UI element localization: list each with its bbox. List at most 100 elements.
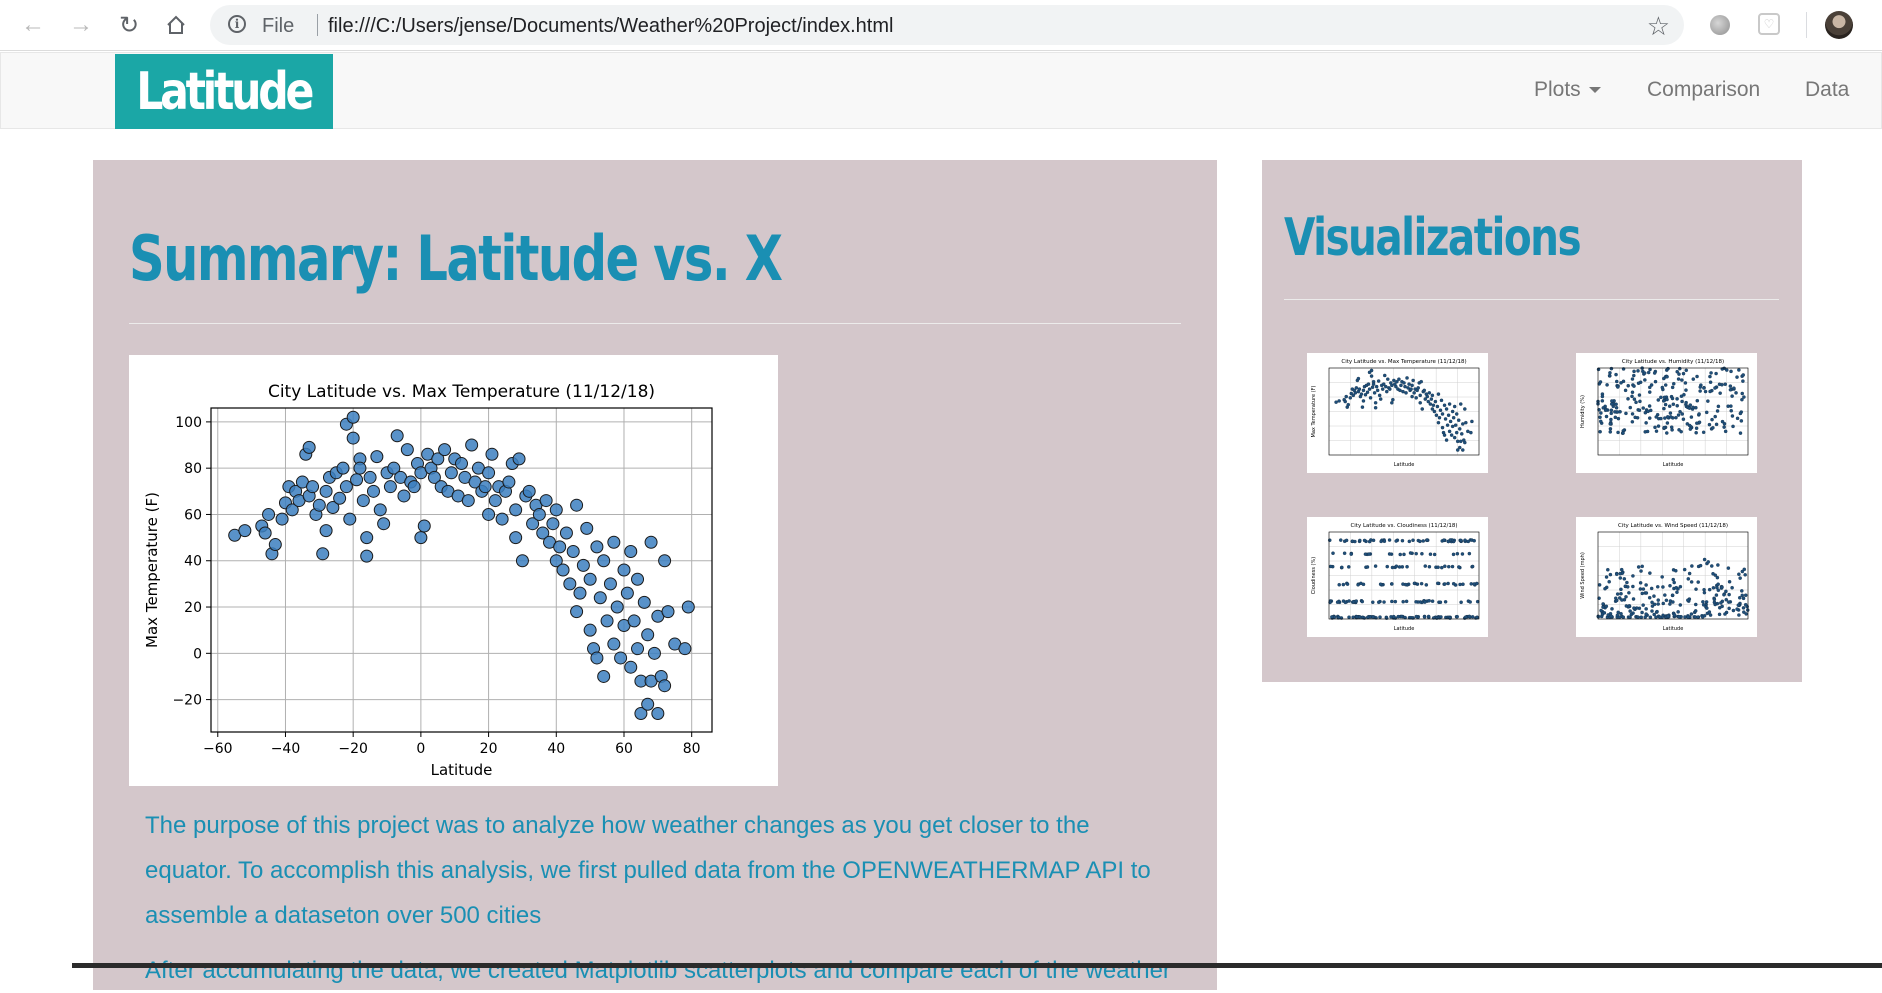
thumb-cloudiness[interactable]: City Latitude vs. Cloudiness (11/12/18) L…	[1307, 517, 1488, 637]
thumb-point	[1610, 399, 1614, 403]
scatter-point	[573, 586, 587, 600]
thumb-point	[1343, 399, 1347, 404]
url-text[interactable]: file:///C:/Users/jense/Documents/Weather…	[328, 15, 894, 37]
scatter-point	[678, 642, 692, 656]
thumb-point	[1652, 594, 1656, 598]
thumb-point	[1632, 606, 1636, 610]
scatter-point	[570, 498, 584, 512]
thumb-point	[1684, 388, 1688, 392]
nav-plots-dropdown[interactable]: Plots	[1534, 78, 1601, 102]
thumb-point	[1632, 384, 1636, 388]
thumb-point	[1695, 398, 1700, 403]
thumb-point	[1347, 615, 1351, 620]
home-icon[interactable]	[161, 10, 191, 40]
thumb-point	[1674, 415, 1678, 420]
thumb-point	[1731, 608, 1736, 613]
thumb-point	[1414, 396, 1418, 400]
thumb-point	[1436, 565, 1440, 570]
thumb-point	[1452, 435, 1457, 440]
thumb-point	[1357, 387, 1362, 391]
title-divider	[129, 323, 1181, 324]
scatter-point	[353, 461, 367, 475]
extension-icon[interactable]	[1710, 15, 1730, 35]
thumb-point	[1665, 397, 1669, 402]
thumb-point	[1434, 413, 1439, 417]
thumb-point	[1390, 401, 1394, 405]
thumb-point	[1375, 388, 1380, 393]
back-icon[interactable]: ←	[21, 11, 45, 38]
star-icon[interactable]: ☆	[1646, 11, 1670, 41]
thumb-point	[1442, 538, 1446, 542]
thumb-point	[1390, 565, 1395, 570]
thumb-point	[1704, 600, 1709, 604]
thumb-point	[1725, 368, 1729, 372]
thumb-point	[1727, 580, 1732, 584]
thumb-point	[1403, 582, 1408, 587]
y-axis-label: Max Temperature (F)	[143, 492, 161, 648]
scatter-point	[306, 480, 320, 494]
thumb-point	[1668, 411, 1673, 415]
visualizations-title: Visualizations	[1284, 208, 1582, 268]
thumb-point	[1695, 374, 1699, 379]
thumb-max-temperature[interactable]: City Latitude vs. Max Temperature (11/12…	[1307, 353, 1488, 473]
thumb-point	[1343, 600, 1348, 605]
thumb-x-label: Latitude	[1394, 626, 1415, 632]
thumb-point	[1650, 604, 1655, 608]
thumb-point	[1729, 369, 1733, 374]
scatter-point	[414, 531, 428, 545]
thumb-y-label: Max Temperature (F)	[1311, 385, 1317, 437]
scatter-point	[268, 538, 282, 552]
caret-down-icon	[1588, 87, 1601, 94]
thumb-point	[1670, 593, 1675, 597]
thumb-point	[1412, 391, 1416, 395]
forward-icon[interactable]: →	[69, 11, 93, 38]
thumb-point	[1605, 383, 1609, 387]
thumb-wind-speed[interactable]: City Latitude vs. Wind Speed (11/12/18) L…	[1576, 517, 1757, 637]
thumb-point	[1337, 399, 1341, 403]
y-tick-label: 0	[193, 646, 202, 662]
thumb-point	[1671, 402, 1676, 407]
thumb-point	[1411, 378, 1415, 383]
scatter-point	[397, 489, 411, 503]
thumb-frame	[1597, 367, 1749, 456]
thumb-point	[1461, 582, 1465, 586]
thumb-point	[1424, 583, 1429, 587]
thumb-point	[1608, 422, 1613, 426]
thumb-point	[1626, 383, 1630, 388]
thumb-point	[1430, 599, 1435, 603]
thumb-point	[1677, 372, 1681, 376]
pocket-icon[interactable]: ♡	[1758, 13, 1780, 35]
profile-avatar[interactable]	[1825, 11, 1853, 39]
thumb-point	[1377, 393, 1382, 398]
thumb-point	[1468, 600, 1472, 604]
nav-comparison[interactable]: Comparison	[1647, 78, 1760, 102]
thumb-point	[1328, 538, 1332, 542]
thumb-point	[1609, 366, 1614, 371]
thumb-point	[1688, 403, 1693, 407]
thumb-point	[1648, 571, 1652, 575]
thumb-point	[1630, 420, 1635, 424]
scatter-point	[641, 628, 655, 642]
thumb-title: City Latitude vs. Wind Speed (11/12/18)	[1618, 523, 1728, 529]
thumb-point	[1642, 371, 1647, 375]
brand-logo[interactable]: Latitude	[115, 54, 333, 129]
thumb-point	[1361, 399, 1366, 403]
scatter-point	[597, 669, 611, 683]
address-bar[interactable]: i File file:///C:/Users/jense/Documents/…	[210, 5, 1684, 45]
scatter-point	[570, 605, 584, 619]
thumb-point	[1666, 366, 1670, 371]
scatter-point	[363, 470, 377, 484]
thumb-point	[1458, 582, 1462, 587]
thumb-frame	[1328, 367, 1480, 456]
x-tick-label: 40	[547, 741, 565, 757]
thumb-humidity[interactable]: City Latitude vs. Humidity (11/12/18) Lat…	[1576, 353, 1757, 473]
reload-icon[interactable]: ↻	[118, 11, 140, 39]
thumb-point	[1701, 603, 1706, 607]
thumb-point	[1446, 413, 1451, 417]
thumb-point	[1715, 575, 1720, 580]
thumb-point	[1418, 539, 1422, 544]
info-icon[interactable]: i	[228, 15, 246, 33]
nav-data[interactable]: Data	[1805, 78, 1849, 102]
thumb-point	[1737, 572, 1741, 576]
y-tick-label: 60	[184, 507, 202, 523]
